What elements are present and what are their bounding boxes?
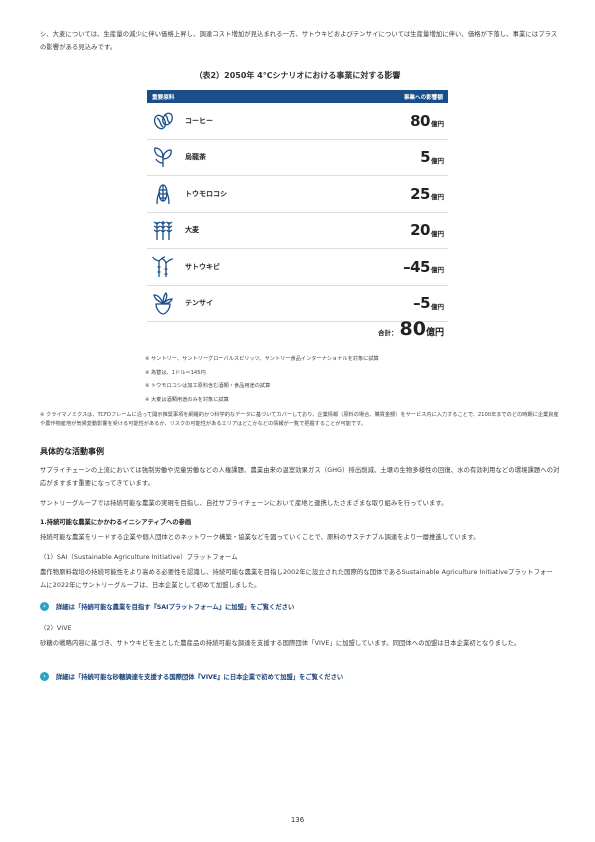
sai-detail-link[interactable]: › 詳細は「持続可能な農業を目指す『SAIプラットフォーム』に加盟」をご覧くださ… [40, 602, 294, 611]
section-paragraph-1: サプライチェーンの上流においては強制労働や児童労働などの人権課題、農業由来の温室… [40, 467, 560, 487]
total-label: 合計： [378, 329, 398, 337]
table-header: 重要原料 事業への影響額 [147, 90, 448, 103]
row-name: テンサイ [185, 299, 213, 308]
table-row-barley: 大麦 20 億円 [147, 213, 448, 249]
row-name: 大麦 [185, 226, 199, 235]
row-name: コーヒー [185, 116, 213, 125]
table-row-sugar-beet: テンサイ –5 億円 [147, 286, 448, 322]
note-1: ※ サントリー、サントリーグローバルスピリッツ、サントリー食品インターナショナル… [145, 356, 379, 362]
vive-link-text[interactable]: 詳細は「持続可能な砂糖調達を支援する国際団体『VIVE』に日本企業で初めて加盟」… [56, 674, 344, 681]
sai-text: 農作物原料栽培の持続可能性をより高める必要性を認識し、持続可能な農業を目指し20… [40, 569, 553, 589]
vive-text: 砂糖の戦略内容に基づき、サトウキビを主とした農産品の持続可能な調達を支援する国際… [40, 640, 521, 647]
section-heading: 具体的な活動事例 [40, 447, 104, 456]
intro-paragraph: シ、大麦については、生産量の減少に伴い価格上昇し、調達コスト増加が見込まれる一方… [40, 31, 558, 51]
table-row-sugarcane: サトウキビ –45 億円 [147, 249, 448, 286]
table-row-oolong-tea: 烏龍茶 5 億円 [147, 140, 448, 176]
corn-icon [151, 182, 177, 206]
header-impact: 事業への影響額 [403, 94, 443, 101]
coffee-bean-icon [151, 109, 177, 133]
barley-icon [151, 218, 177, 242]
row-value: 25 [410, 184, 430, 203]
row-value: 5 [420, 148, 430, 167]
table-title: （表2）2050年 4℃シナリオにおける事業に対する影響 [194, 71, 401, 80]
row-value: –45 [403, 257, 430, 276]
row-unit: 億円 [431, 229, 444, 238]
note-2: ※ 為替は、1ドル＝145円 [145, 370, 206, 376]
section-paragraph-2: サントリーグループでは持続可能な農業の実現を目指し、自社サプライチェーンにおいて… [40, 500, 448, 507]
total-unit: 億円 [425, 328, 444, 338]
row-value: –5 [413, 294, 430, 313]
row-name: 烏龍茶 [185, 153, 206, 162]
subsection-heading: 1.持続可能な農業にかかわるイニシアティブへの参画 [40, 519, 192, 526]
row-value: 80 [410, 111, 430, 130]
table-row-corn: トウモロコシ 25 億円 [147, 176, 448, 213]
row-name: サトウキビ [185, 262, 220, 271]
sugar-beet-icon [151, 291, 177, 315]
row-unit: 億円 [431, 266, 444, 275]
note-4: ※ 大麦は酒類用途のみを対象に試算 [145, 397, 229, 403]
arrow-right-icon: › [40, 602, 49, 611]
sai-title: （1）SAI（Sustainable Agriculture Initiativ… [40, 554, 238, 561]
arrow-right-icon: › [40, 672, 49, 681]
row-unit: 億円 [431, 193, 444, 202]
note-3: ※ トウモロコシは加工原料含む酒類・食品用途の試算 [145, 383, 271, 389]
row-unit: 億円 [431, 156, 444, 165]
impact-table: 重要原料 事業への影響額 コーヒー 80 億円 烏龍茶 5 億円 [147, 90, 448, 322]
total-value: 80 [399, 318, 426, 340]
header-material: 重要原料 [152, 94, 175, 101]
total: 合計： 80 億円 [378, 318, 444, 340]
vive-title: （2）VIVE [40, 625, 72, 632]
row-unit: 億円 [431, 120, 444, 129]
subsection-paragraph: 持続可能な農業をリードする企業や個人団体とのネットワーク構築・協業などを図ってい… [40, 534, 480, 541]
sai-link-text[interactable]: 詳細は「持続可能な農業を目指す『SAIプラットフォーム』に加盟」をご覧ください [56, 604, 295, 611]
vive-detail-link[interactable]: › 詳細は「持続可能な砂糖調達を支援する国際団体『VIVE』に日本企業で初めて加… [40, 672, 343, 681]
table-row-coffee: コーヒー 80 億円 [147, 103, 448, 140]
tea-leaf-icon [151, 145, 177, 169]
row-value: 20 [410, 221, 430, 240]
row-name: トウモロコシ [185, 189, 227, 198]
sugarcane-icon [151, 255, 177, 279]
row-unit: 億円 [431, 302, 444, 311]
climanomics-note: ※ クライマノミクスは、TCFDフレームに沿って開示推奨事項を網羅的かつ科学的な… [40, 412, 559, 427]
page-number: 136 [290, 816, 305, 824]
